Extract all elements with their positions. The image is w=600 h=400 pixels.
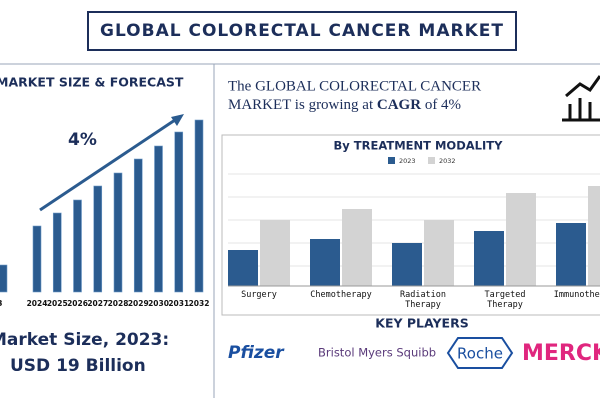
arrow-head	[171, 114, 184, 126]
key-players-title: KEY PLAYERS	[375, 316, 468, 331]
x-tick-label: 2025	[47, 299, 68, 308]
x-tick-label: 2029	[128, 299, 149, 308]
bar	[52, 212, 62, 293]
x-tick-label: Chemotherapy	[310, 290, 372, 300]
bar	[424, 220, 454, 286]
x-tick-label: 2027	[87, 299, 108, 308]
x-tick-label: 2023	[0, 299, 2, 308]
logo: Roche	[457, 345, 503, 363]
bar	[556, 223, 586, 286]
bar	[133, 158, 143, 293]
bar	[174, 131, 184, 293]
panel	[221, 134, 600, 316]
x-tick-label: 2028	[108, 299, 129, 308]
bar	[73, 199, 82, 293]
bar	[260, 220, 290, 286]
x-tick-label: 2026	[67, 299, 88, 308]
bar	[32, 225, 42, 293]
x-tick-label: 2030	[148, 299, 169, 308]
bar	[588, 186, 600, 286]
legend-swatch	[428, 157, 435, 164]
tagline: MARKET is growing at CAGR of 4%	[228, 97, 461, 113]
page-title: GLOBAL COLORECTAL CANCER MARKET	[100, 21, 504, 41]
market-size-value: USD 19 Billion	[10, 356, 146, 376]
logo: Pfizer	[228, 343, 285, 363]
market-size: Market Size, 2023:	[0, 330, 169, 350]
tagline-part: of 4%	[425, 97, 461, 113]
annotation: 4%	[68, 130, 97, 150]
tagline-part: CAGR	[377, 97, 421, 113]
bar	[93, 185, 103, 293]
tagline-part: MARKET is growing at	[228, 97, 374, 113]
bar	[113, 172, 123, 293]
tagline: The GLOBAL COLORECTAL CANCER	[228, 78, 481, 94]
bar	[392, 243, 422, 286]
x-tick-label: Targeted Therapy	[484, 290, 526, 310]
x-tick-label: 2031	[168, 299, 189, 308]
x-tick-label: Surgery	[241, 290, 277, 300]
x-tick-label: 2032	[189, 299, 210, 308]
logo: MERCK	[522, 341, 600, 366]
x-tick-label: Immunotherapy	[553, 290, 600, 300]
chart-title: MARKET SIZE & FORECAST	[0, 75, 184, 90]
bar	[310, 239, 340, 286]
bar	[228, 250, 258, 286]
trend-arrow	[39, 116, 179, 212]
logo: Bristol Myers Squibb	[318, 346, 436, 360]
bar	[474, 231, 504, 286]
growth-icon	[562, 75, 600, 122]
x-tick-label: Radiation Therapy	[399, 290, 447, 310]
logo-frame	[446, 337, 514, 369]
bar	[0, 264, 8, 293]
legend-label: 2023	[399, 157, 416, 165]
chart-title: By TREATMENT MODALITY	[334, 139, 504, 153]
legend-label: 2032	[439, 157, 456, 165]
bar	[506, 193, 536, 286]
x-tick-label: 2024	[27, 299, 48, 308]
title-box	[87, 11, 517, 51]
bar	[194, 119, 204, 293]
legend-swatch	[388, 157, 395, 164]
bar	[154, 145, 163, 293]
bar	[342, 209, 372, 286]
